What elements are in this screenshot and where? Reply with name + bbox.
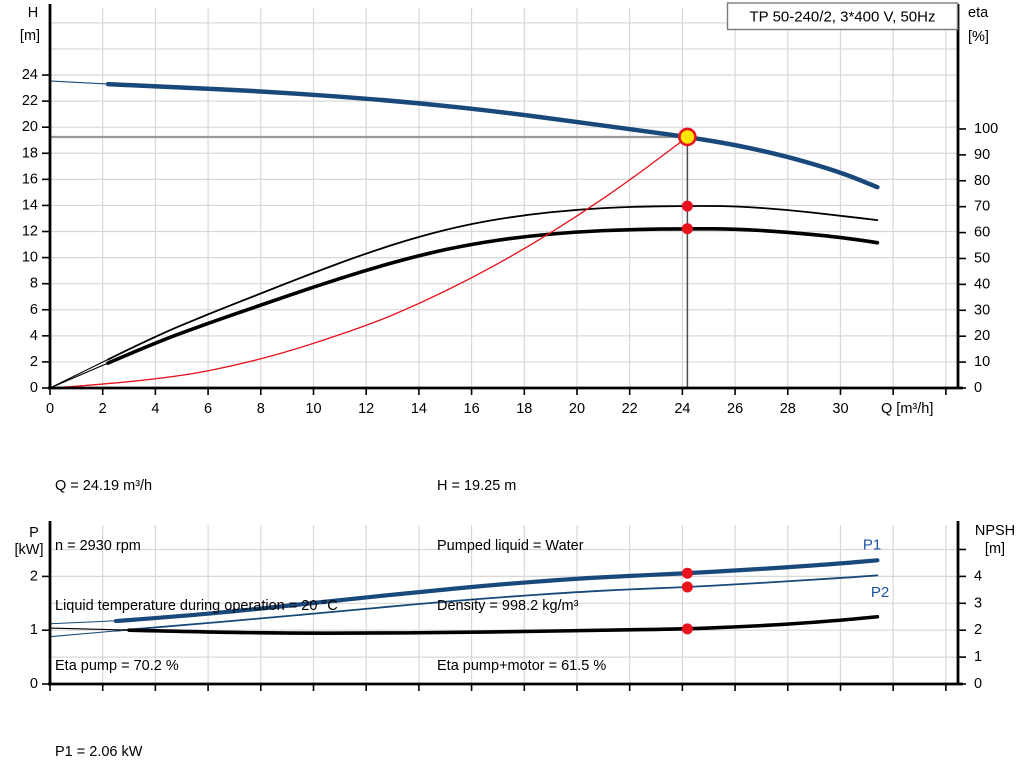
left-tick-label: 6	[30, 302, 38, 318]
power-npsh-info: P1 = 2.06 kW P2 = 1.803 kW NPSH = 2.05 m	[55, 702, 435, 781]
operating-point-info-left: Q = 24.19 m³/h n = 2930 rpm Liquid tempe…	[55, 436, 435, 716]
right-tick-label: 60	[974, 225, 990, 241]
info-q: Q = 24.19 m³/h	[55, 478, 153, 494]
p2-curve	[114, 574, 879, 632]
right-tick-label: 90	[974, 147, 990, 163]
duty-point[interactable]	[678, 127, 697, 147]
right-axis-title: NPSH	[975, 523, 1015, 539]
right-axis-title-unit: [m]	[985, 541, 1005, 557]
info-pumped-liquid: Pumped liquid = Water	[437, 538, 584, 554]
left-axis-title: H	[28, 5, 38, 21]
x-tick-label: 20	[569, 401, 585, 417]
left-tick-label: 18	[22, 145, 38, 161]
p2-point	[681, 581, 693, 593]
right-tick-label: 3	[974, 595, 982, 611]
right-tick-label: 4	[974, 568, 982, 584]
x-tick-label: 30	[832, 401, 848, 417]
eta-pump-curve-thin	[49, 205, 878, 389]
left-tick-label: 4	[30, 328, 38, 344]
left-tick-label: 0	[30, 676, 38, 692]
eta-pump-point	[681, 200, 693, 212]
left-tick-label: 24	[22, 67, 38, 83]
x-axis-title: Q [m³/h]	[881, 401, 933, 417]
left-tick-label: 8	[30, 276, 38, 292]
right-tick-label: 20	[974, 328, 990, 344]
pump-title-box	[726, 2, 959, 31]
p1-point	[681, 567, 693, 579]
x-tick-label: 14	[411, 401, 427, 417]
npsh-curve	[127, 614, 880, 635]
right-tick-label: 100	[974, 121, 998, 137]
npsh-point	[681, 623, 693, 635]
right-tick-label: 30	[974, 302, 990, 318]
x-tick-label: 26	[727, 401, 743, 417]
right-tick-label: 2	[974, 622, 982, 638]
left-tick-label: 2	[30, 568, 38, 584]
gridlines	[50, 8, 958, 388]
eta-pump-motor-point	[681, 223, 693, 235]
left-axis-title-unit: [m]	[20, 28, 40, 44]
bottom-chart: 0 1 2 0 1 2 3 4 P[kW] NPSH [m] P1 P2	[15, 521, 1015, 692]
x-tick-label: 4	[151, 401, 159, 417]
right-tick-label: 40	[974, 276, 990, 292]
right-axis-title-unit: [%]	[968, 29, 989, 45]
operating-point-info-right: H = 19.25 m Pumped liquid = Water Densit…	[437, 436, 817, 716]
head-curve	[105, 81, 880, 190]
eta-pump-motor-curve-thin	[49, 228, 878, 389]
x-tick-label: 22	[622, 401, 638, 417]
x-tick-label: 2	[99, 401, 107, 417]
system-curve	[49, 136, 688, 389]
x-tick-label: 18	[516, 401, 532, 417]
x-tick-label: 28	[780, 401, 796, 417]
x-tick-label: 6	[204, 401, 212, 417]
right-tick-label: 0	[974, 380, 982, 396]
left-tick-label: 0	[30, 380, 38, 396]
eta-pump-curve	[107, 205, 879, 361]
left-axis-title-unit: [kW]	[15, 542, 44, 558]
left-tick-label: 20	[22, 119, 38, 135]
right-tick-label: 1	[974, 649, 982, 665]
right-tick-label: 70	[974, 199, 990, 215]
info-p1: P1 = 2.06 kW	[55, 744, 143, 760]
eta-pump-motor-curve	[106, 226, 880, 365]
right-tick-label: 10	[974, 354, 990, 370]
left-tick-label: 16	[22, 171, 38, 187]
right-tick-label: 0	[974, 676, 982, 692]
p1-curve-label: P1	[863, 537, 881, 554]
x-tick-label: 24	[674, 401, 690, 417]
pump-title: TP 50-240/2, 3*400 V, 50Hz	[750, 9, 936, 26]
info-liquid-temperature: Liquid temperature during operation = 20…	[55, 598, 338, 614]
left-tick-label: 10	[22, 250, 38, 266]
p2-curve-label: P2	[871, 584, 889, 601]
info-density: Density = 998.2 kg/m³	[437, 598, 579, 614]
system-curve-thin	[49, 136, 688, 389]
x-tick-label: 12	[358, 401, 374, 417]
left-tick-label: 2	[30, 354, 38, 370]
x-tick-label: 0	[46, 401, 54, 417]
left-axis-title: P	[29, 525, 39, 541]
left-tick-label: 12	[22, 224, 38, 240]
right-axis-title: eta	[968, 5, 989, 21]
x-tick-label: 16	[464, 401, 480, 417]
x-tick-label: 8	[257, 401, 265, 417]
p1-curve	[113, 558, 880, 624]
x-tick-label: 10	[305, 401, 321, 417]
right-tick-label: 50	[974, 250, 990, 266]
info-eta-pump-motor: Eta pump+motor = 61.5 %	[437, 658, 607, 674]
info-eta-pump: Eta pump = 70.2 %	[55, 658, 179, 674]
left-tick-label: 22	[22, 93, 38, 109]
info-speed: n = 2930 rpm	[55, 538, 141, 554]
right-tick-label: 80	[974, 173, 990, 189]
left-tick-label: 1	[30, 622, 38, 638]
left-tick-label: 14	[22, 197, 38, 213]
head-curve-thin	[49, 80, 878, 188]
top-chart: 0 2 4 6 8 10 12 14 16 18 20 22 24 26 28 30 Q [m³/h]02468…	[20, 2, 998, 417]
info-head: H = 19.25 m	[437, 478, 517, 494]
